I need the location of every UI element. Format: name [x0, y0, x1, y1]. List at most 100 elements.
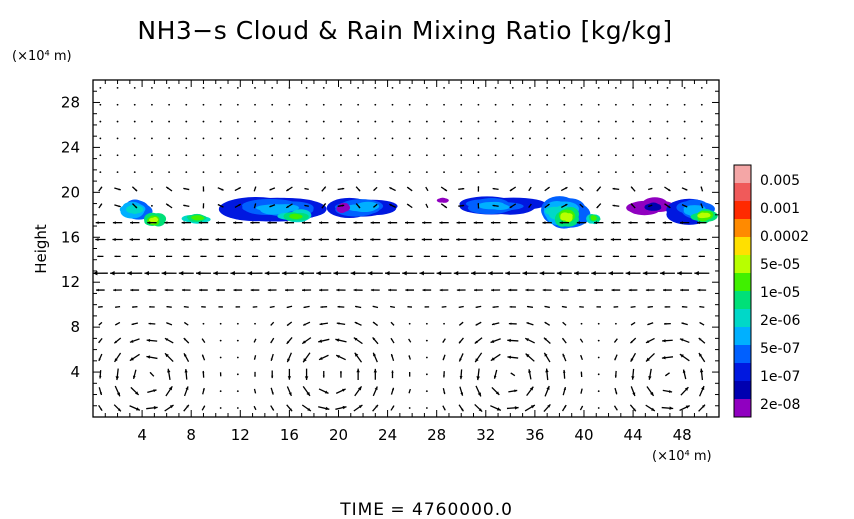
- wind-arrow: [97, 255, 104, 258]
- wind-arrow-head: [426, 206, 428, 208]
- wind-arrow: [319, 288, 329, 292]
- wind-arrow: [508, 288, 518, 292]
- wind-arrow-head: [284, 221, 288, 225]
- wind-arrow: [700, 186, 704, 192]
- wind-arrow-head: [148, 255, 151, 258]
- wind-dot: [219, 120, 222, 123]
- wind-arrow-head: [475, 323, 478, 326]
- wind-arrow-head: [304, 204, 306, 207]
- wind-arrow: [213, 271, 229, 276]
- wind-arrow-head: [581, 405, 583, 408]
- wind-arrow-head: [547, 203, 550, 206]
- wind-arrow: [370, 221, 380, 225]
- wind-arrow: [131, 322, 139, 326]
- wind-arrow: [304, 187, 309, 191]
- wind-arrow: [440, 203, 448, 209]
- wind-arrow: [507, 338, 519, 343]
- wind-arrow-head: [287, 376, 292, 380]
- wind-arrow: [264, 271, 280, 276]
- colorbar-swatch: [734, 237, 751, 256]
- wind-arrow: [424, 306, 430, 308]
- wind-arrow: [166, 305, 172, 308]
- wind-arrow: [271, 370, 274, 379]
- wind-dot: [597, 390, 600, 393]
- wind-arrow-head: [596, 206, 599, 209]
- wind-arrow: [630, 352, 637, 363]
- wind-arrow-head: [577, 288, 580, 292]
- wind-arrow: [235, 306, 241, 308]
- wind-arrow-head: [97, 255, 100, 258]
- wind-arrow: [267, 288, 277, 292]
- wind-arrow-head: [422, 221, 426, 225]
- wind-dot: [99, 103, 102, 106]
- wind-arrow: [302, 352, 311, 363]
- wind-arrow-head: [269, 188, 272, 191]
- wind-arrow: [679, 221, 690, 225]
- wind-arrow-head: [593, 237, 597, 242]
- wind-arrow: [146, 237, 158, 242]
- wind-arrow-head: [507, 338, 511, 343]
- wind-arrow: [164, 404, 174, 412]
- wind-arrow-head: [355, 305, 358, 308]
- wind-arrow: [389, 305, 396, 308]
- axes: [92, 79, 720, 418]
- colorbar-swatch: [734, 399, 751, 418]
- wind-arrow-head: [221, 205, 224, 208]
- colorbar-swatch: [734, 291, 751, 310]
- wind-arrow: [596, 186, 602, 192]
- wind-arrow: [270, 353, 274, 362]
- wind-arrow-head: [115, 376, 120, 381]
- wind-arrow-head: [443, 408, 446, 411]
- wind-dot: [477, 103, 480, 106]
- wind-arrow: [508, 322, 517, 325]
- wind-arrow: [183, 352, 190, 362]
- wind-arrow-head: [409, 389, 411, 391]
- wind-arrow-head: [114, 340, 118, 344]
- wind-dot: [425, 103, 428, 106]
- wind-arrow: [405, 221, 415, 225]
- wind-dot: [597, 103, 600, 106]
- colorbar-swatch: [734, 363, 751, 382]
- wind-arrow-head: [216, 288, 220, 292]
- wind-arrow: [477, 186, 480, 192]
- wind-arrow-head: [323, 186, 326, 189]
- wind-arrow: [350, 271, 366, 276]
- wind-arrow: [130, 221, 140, 225]
- wind-arrow: [699, 321, 705, 326]
- wind-arrow-head: [353, 288, 357, 292]
- wind-arrow: [303, 255, 310, 258]
- colorbar-label: 0.001: [760, 201, 800, 217]
- wind-arrow-head: [528, 369, 532, 373]
- wind-arrow-head: [542, 237, 546, 242]
- wind-dot: [546, 103, 549, 106]
- wind-dot: [408, 407, 411, 409]
- wind-arrow-head: [199, 288, 202, 292]
- wind-dot: [151, 188, 153, 190]
- wind-arrow-head: [319, 322, 323, 326]
- wind-arrow: [318, 237, 329, 242]
- wind-dot: [151, 120, 153, 123]
- wind-arrow: [542, 288, 552, 292]
- wind-dot: [116, 86, 119, 89]
- wind-arrow-head: [98, 358, 101, 361]
- wind-arrow: [510, 372, 516, 377]
- wind-arrow-head: [339, 370, 342, 374]
- wind-arrow-head: [699, 368, 704, 373]
- wind-arrow-head: [114, 255, 117, 258]
- wind-dot: [219, 339, 222, 342]
- wind-arrow-head: [95, 221, 99, 225]
- wind-arrow: [647, 255, 654, 258]
- wind-arrow-head: [475, 255, 478, 258]
- wind-arrow-head: [595, 255, 598, 258]
- wind-arrow: [509, 186, 517, 192]
- wind-dot: [580, 86, 583, 89]
- wind-arrow-head: [614, 358, 617, 361]
- wind-arrow-head: [336, 288, 340, 292]
- wind-arrow: [698, 337, 706, 344]
- wind-arrow: [115, 368, 120, 381]
- wind-arrow: [389, 186, 396, 192]
- wind-dot: [529, 103, 531, 106]
- wind-arrow: [405, 288, 414, 292]
- wind-arrow: [509, 203, 517, 209]
- wind-arrow: [372, 255, 379, 258]
